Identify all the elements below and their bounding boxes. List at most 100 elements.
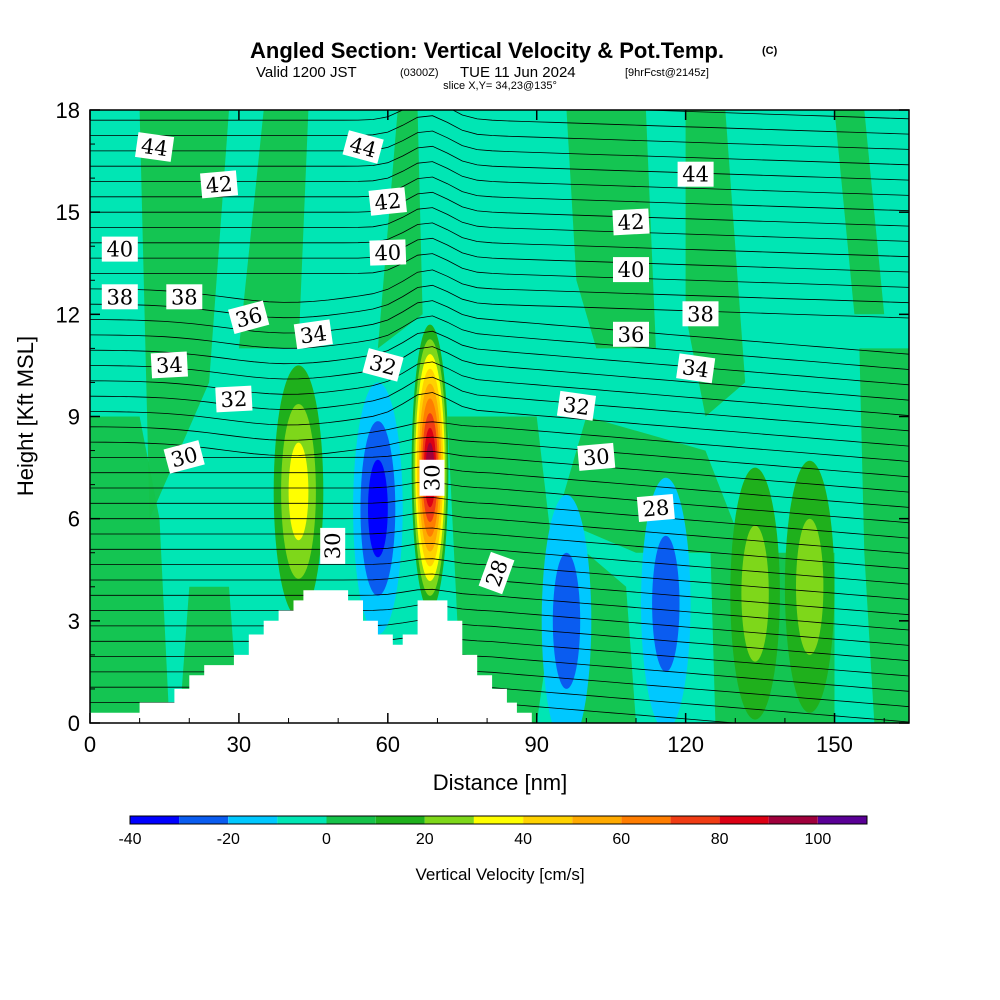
colorbar-tick-label: 40 <box>514 831 532 848</box>
isentrope-line <box>90 634 909 677</box>
isentrope-line <box>90 315 909 370</box>
colorbar-swatch <box>621 816 671 824</box>
isentrope-label-text: 32 <box>220 387 248 412</box>
isentrope-label: 40 <box>101 236 138 262</box>
isentrope-label: 44 <box>135 132 175 162</box>
isentrope-line <box>90 604 909 646</box>
isentrope-label-bg <box>636 493 675 523</box>
valid-time-utc: (0300Z) <box>400 67 439 79</box>
valid-date: TUE 11 Jun 2024 <box>460 64 576 81</box>
isentrope-line <box>90 650 909 692</box>
y-tick-label: 3 <box>68 609 80 634</box>
isentrope-label: 36 <box>228 300 270 334</box>
isentrope-label-text: 34 <box>298 321 328 348</box>
isentrope-line <box>90 130 909 166</box>
isentrope-line <box>90 330 909 386</box>
isentrope-label: 44 <box>677 161 714 187</box>
x-tick-label: 120 <box>667 732 704 757</box>
colorbar-tick-label: 20 <box>416 831 434 848</box>
velocity-band <box>90 416 170 723</box>
isentrope-line <box>90 436 909 478</box>
isentrope-line <box>90 450 909 493</box>
isentrope-label: 38 <box>166 284 203 310</box>
isentrope-label: 38 <box>682 301 719 327</box>
colorbar-tick-label: 80 <box>711 831 729 848</box>
x-tick-label: 150 <box>816 732 853 757</box>
isentrope-label-bg <box>215 385 253 413</box>
isentrope-line <box>90 496 909 539</box>
isentrope-label: 30 <box>419 459 445 496</box>
isentrope-label-bg <box>682 301 719 327</box>
isentrope-label-text: 36 <box>618 323 645 347</box>
y-tick-label: 0 <box>68 711 80 736</box>
isentrope-label-bg <box>613 257 649 283</box>
isentrope-line <box>90 110 909 135</box>
isentrope-label: 32 <box>556 390 597 421</box>
isentrope-label-bg <box>166 284 203 310</box>
isentrope-label-text: 34 <box>155 353 183 378</box>
valid-time-prefix: Valid 1200 JST <box>256 64 357 81</box>
isentrope-line <box>90 346 909 401</box>
x-axis-label: Distance [nm] <box>433 770 568 795</box>
isentrope-line <box>90 542 909 585</box>
isentrope-label-text: 44 <box>140 134 170 161</box>
isentrope-line <box>90 284 909 319</box>
y-tick-label: 15 <box>56 200 80 225</box>
x-tick-label: 30 <box>227 732 251 757</box>
isentrope-label: 32 <box>215 385 253 413</box>
colorbar-swatch <box>228 816 278 824</box>
isentrope-label-text: 42 <box>205 172 234 198</box>
colorbar-swatch <box>768 816 818 824</box>
isentrope-label-text: 34 <box>681 355 711 382</box>
isentrope-line <box>90 421 909 462</box>
isentrope-label-text: 38 <box>171 285 198 309</box>
isentrope-label: 30 <box>320 527 346 564</box>
isentrope-line <box>90 222 909 258</box>
isentrope-line <box>90 392 909 447</box>
colorbar-swatch <box>375 816 425 824</box>
isentrope-label-bg <box>613 321 649 347</box>
updraft <box>288 442 309 541</box>
colorbar-tick-label: 100 <box>805 831 832 848</box>
colorbar-swatch <box>277 816 327 824</box>
isentrope-label: 34 <box>150 351 189 379</box>
x-tick-label: 0 <box>84 732 96 757</box>
velocity-band <box>238 110 309 349</box>
isentrope-label-bg <box>293 319 333 350</box>
isentrope-line <box>90 207 909 242</box>
colorbar-swatch <box>572 816 622 824</box>
isentrope-label-bg <box>368 187 407 216</box>
isentrope-label-bg <box>556 390 597 421</box>
isentrope-label-text: 42 <box>617 210 645 235</box>
copyright-mark: (C) <box>762 45 778 57</box>
colorbar-title: Vertical Velocity [cm/s] <box>415 865 584 884</box>
downdraft <box>652 535 680 672</box>
isentrope-label-text: 40 <box>374 241 402 266</box>
isentrope-label-bg <box>362 348 404 382</box>
colorbar: -40 -20 0 20 40 60 80 100 <box>118 815 868 848</box>
chart-title: Angled Section: Vertical Velocity & Pot.… <box>250 38 724 63</box>
isentrope-label-text: 40 <box>106 238 133 262</box>
isentrope-label: 40 <box>369 239 407 266</box>
isentrope-label-text: 30 <box>321 533 345 560</box>
isentrope-label-text: 30 <box>582 444 611 470</box>
isentrope-label: 42 <box>368 187 407 216</box>
isentrope-label: 36 <box>613 321 649 347</box>
colorbar-tick-label: 60 <box>612 831 630 848</box>
isentrope-label: 38 <box>101 284 138 310</box>
isentrope-label-text: 42 <box>373 189 402 216</box>
isentrope-line <box>629 110 909 120</box>
isentrope-label-bg <box>612 208 650 236</box>
isentrope-line <box>90 466 909 508</box>
isentrope-label: 28 <box>636 493 675 523</box>
isentrope-label-text: 38 <box>106 285 133 309</box>
slice-info: slice X,Y= 34,23@135° <box>443 80 557 92</box>
isentrope-label: 30 <box>577 442 616 471</box>
isentrope-label-bg <box>101 236 138 262</box>
isentrope-label-bg <box>342 130 384 164</box>
isentrope-line <box>90 237 909 273</box>
isentrope-label-bg <box>163 440 205 474</box>
